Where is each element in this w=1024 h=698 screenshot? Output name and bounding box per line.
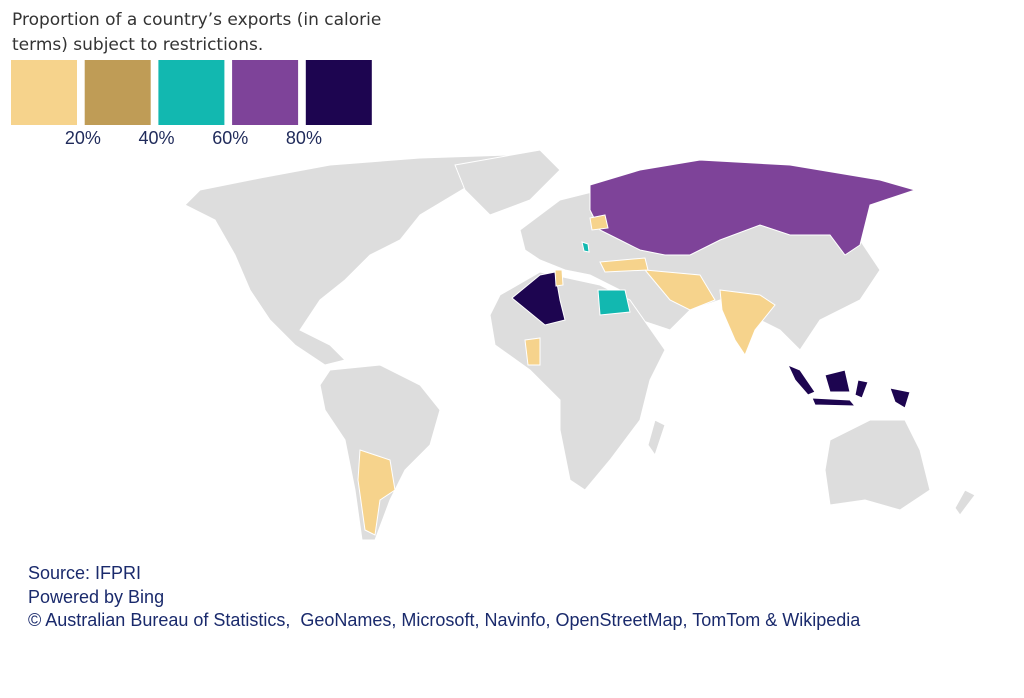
legend-swatch (232, 60, 299, 125)
source-line: Powered by Bing (28, 586, 165, 607)
region (589, 159, 917, 256)
australia (824, 419, 931, 511)
region (643, 269, 716, 311)
source: Source: IFPRI Powered by Bing © Australian… (28, 562, 860, 633)
legend-label: 20% (65, 128, 101, 148)
source-line: © Australian Bureau of Statistics, GeoNa… (28, 610, 861, 630)
source-line: Source: IFPRI (28, 563, 142, 583)
legend-label: 40% (139, 128, 175, 148)
land (184, 149, 976, 541)
region (511, 271, 566, 326)
region (554, 269, 564, 287)
new-zealand (954, 489, 976, 516)
legend-swatch (305, 60, 372, 125)
region (719, 289, 776, 357)
region (889, 387, 911, 409)
region (599, 257, 649, 273)
legend-label: 60% (212, 128, 248, 148)
region (357, 449, 396, 536)
region (524, 337, 541, 366)
legend-label: 80% (286, 128, 322, 148)
madagascar (647, 419, 666, 457)
region (787, 364, 816, 396)
legend-swatch (158, 60, 225, 125)
legend-title: Proportion of a country’s exports (in ca… (12, 10, 382, 55)
region (581, 241, 590, 253)
region (597, 289, 631, 316)
restricted-regions (357, 159, 917, 536)
legend-swatch (84, 60, 151, 125)
south-america (319, 364, 441, 541)
legend-swatch (11, 60, 77, 125)
region (589, 214, 609, 231)
greenland (454, 149, 561, 216)
region (824, 369, 851, 393)
region (811, 397, 857, 407)
region (854, 379, 869, 399)
legend: 20% 40% 60% 80% (11, 60, 372, 148)
north-america (184, 154, 512, 366)
